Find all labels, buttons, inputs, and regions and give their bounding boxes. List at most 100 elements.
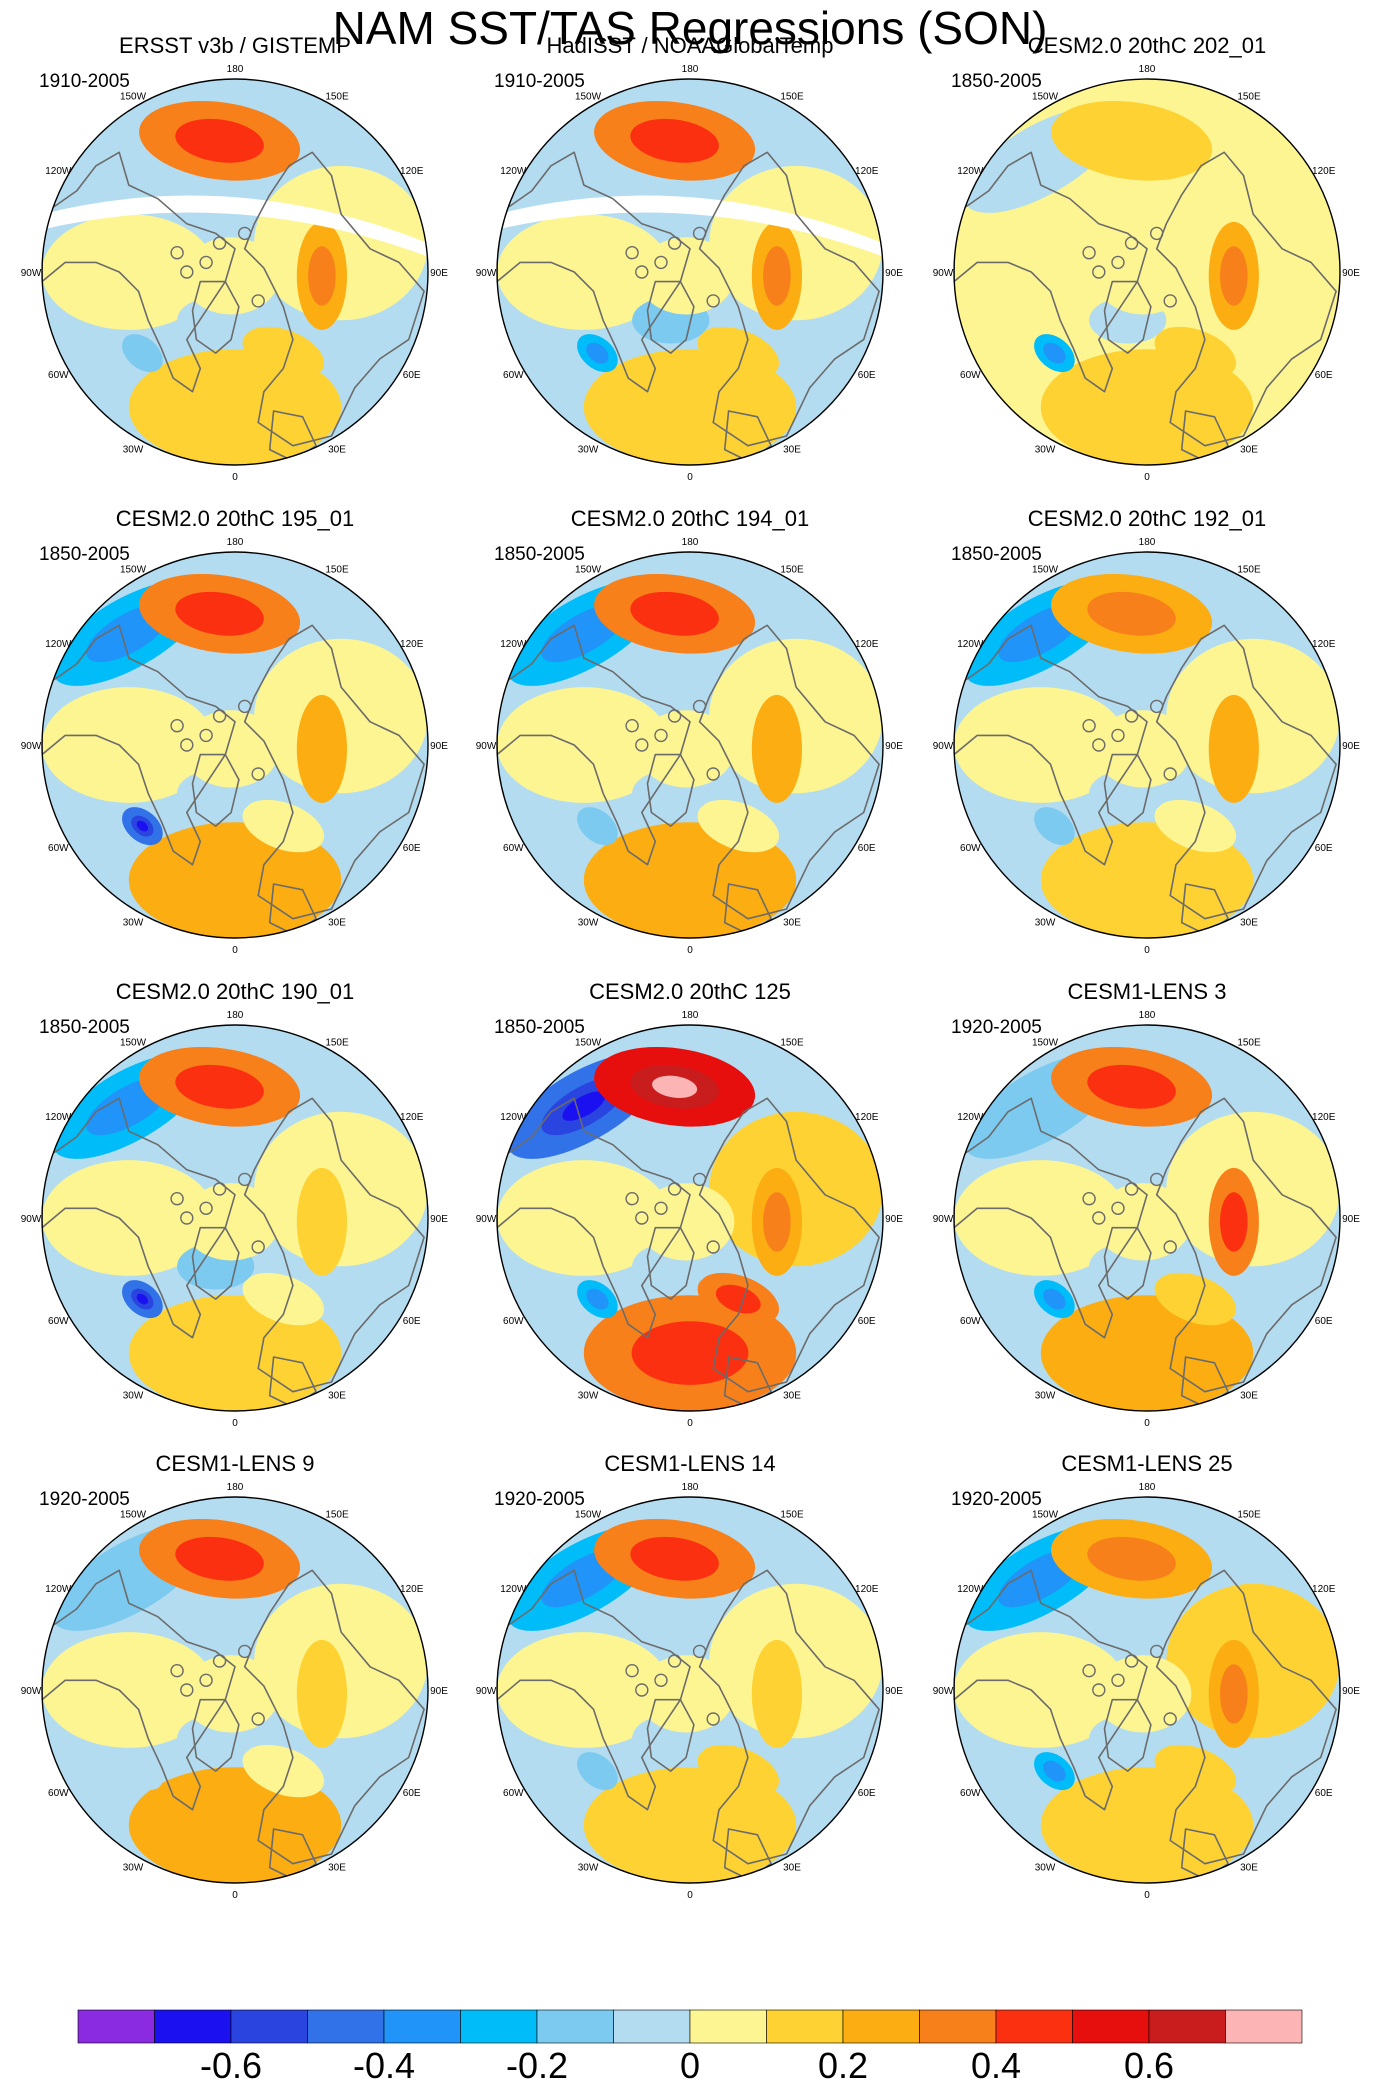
longitude-label: 150E <box>1237 1509 1261 1520</box>
longitude-label: 60E <box>1315 370 1333 381</box>
longitude-label: 30E <box>1240 445 1258 456</box>
longitude-label: 90W <box>933 741 954 752</box>
longitude-label: 60W <box>503 1788 524 1799</box>
island-outline <box>1149 1172 1164 1187</box>
longitude-label: 150W <box>120 564 147 575</box>
island-outline <box>212 1654 227 1668</box>
period-label: 1920-2005 <box>951 1017 1042 1038</box>
island-outline <box>1111 1201 1125 1216</box>
panel-title: CESM2.0 20thC 190_01 <box>116 979 355 1004</box>
longitude-label: 150E <box>780 1509 804 1520</box>
longitude-label: 60W <box>503 370 524 381</box>
longitude-label: 150E <box>325 1509 349 1520</box>
colorbar-swatch <box>77 2009 155 2044</box>
longitude-label: 90E <box>1342 1686 1360 1697</box>
island-outline <box>635 1211 649 1225</box>
island-outline <box>692 1644 707 1659</box>
longitude-label: 120W <box>45 166 72 177</box>
longitude-label: 90W <box>476 268 497 279</box>
anomaly-arc <box>1094 710 1192 788</box>
panel-title: CESM2.0 20thC 202_01 <box>1028 33 1267 58</box>
anomaly-core-lab <box>586 1288 609 1310</box>
longitude-label: 90E <box>1342 268 1360 279</box>
island-outline <box>1111 255 1125 270</box>
longitude-label: 150E <box>1237 91 1261 102</box>
anomaly-eur <box>242 326 325 380</box>
map-panel: 180 150E 120E 90E 60E 30E 0 30W 60W 90W 120W 150W CE… <box>933 979 1361 1429</box>
longitude-label: 120W <box>45 1584 72 1595</box>
longitude-label: 90E <box>430 741 448 752</box>
anomaly-field <box>497 1025 883 1411</box>
anomaly-core-pac <box>1087 591 1176 636</box>
longitude-label: 90E <box>885 741 903 752</box>
longitude-label: 30E <box>328 445 346 456</box>
longitude-label: 180 <box>227 537 244 548</box>
longitude-label: 90W <box>476 741 497 752</box>
coastline <box>42 1569 236 1811</box>
anomaly-core-lab <box>586 342 609 364</box>
map-panel: 180 150E 120E 90E 60E 30E 0 30W 60W 90W 120W 150W CE… <box>476 1451 904 1901</box>
anomaly-peak-npac_blue <box>562 1091 606 1121</box>
island-outline <box>692 699 707 714</box>
anomaly-eur <box>1154 799 1237 853</box>
longitude-label: 60W <box>960 1788 981 1799</box>
coastline <box>497 624 691 866</box>
anomaly-peak-lab <box>136 820 149 832</box>
anomaly-sib <box>751 1639 803 1748</box>
longitude-label: 30E <box>783 445 801 456</box>
coastline <box>698 1097 880 1393</box>
coastline <box>698 624 880 920</box>
period-label: 1850-2005 <box>951 544 1042 565</box>
island-outline <box>180 265 194 279</box>
longitude-label: 60E <box>858 370 876 381</box>
anomaly-pac <box>1051 100 1213 181</box>
anomaly-na <box>954 214 1128 330</box>
anomaly-na <box>954 687 1128 803</box>
island-outline <box>654 255 668 270</box>
coastline <box>1103 1226 1152 1300</box>
anomaly-core-pac <box>175 1536 264 1581</box>
coastline <box>42 624 236 866</box>
longitude-label: 120W <box>957 1584 984 1595</box>
anomaly-field <box>42 79 428 465</box>
anomaly-core-lab <box>1043 342 1066 364</box>
anomaly-sib <box>296 694 347 803</box>
coastline <box>497 1569 691 1811</box>
island-outline <box>625 1663 639 1678</box>
anomaly-na <box>497 687 671 803</box>
anomaly-arc <box>182 237 280 315</box>
longitude-label: 150E <box>325 91 349 102</box>
coastline <box>954 1097 1148 1339</box>
island-outline <box>1111 1673 1125 1688</box>
anomaly-na <box>42 214 216 330</box>
map-border <box>496 1496 884 1884</box>
anomaly-eur <box>1154 326 1237 380</box>
anomaly-core-pac <box>1087 1536 1176 1581</box>
colorbar-swatch <box>995 2009 1073 2044</box>
period-label: 1920-2005 <box>494 1489 585 1510</box>
anomaly-na <box>42 1632 216 1748</box>
island-outline <box>170 719 184 733</box>
anomaly-core-sib <box>1220 1192 1248 1252</box>
island-outline <box>654 728 668 743</box>
island-outline <box>1149 226 1164 241</box>
coastline <box>191 1698 240 1772</box>
longitude-label: 0 <box>1144 472 1150 483</box>
island-outline <box>667 236 682 250</box>
longitude-label: 90E <box>1342 1214 1360 1225</box>
longitude-label: 120W <box>500 639 527 650</box>
longitude-label: 120W <box>957 1112 984 1123</box>
anomaly-arc <box>182 1655 280 1733</box>
anomaly-peak-pac <box>652 1075 698 1098</box>
anomaly-core-sib <box>763 1192 791 1252</box>
anomaly-eur <box>1154 1272 1237 1326</box>
longitude-label: 30E <box>1240 918 1258 929</box>
anomaly-na <box>954 1632 1128 1748</box>
longitude-label: 180 <box>1139 537 1156 548</box>
longitude-label: 90W <box>933 1686 954 1697</box>
coastline <box>42 1097 236 1339</box>
longitude-label: 150E <box>780 564 804 575</box>
longitude-label: 90W <box>476 1686 497 1697</box>
island-outline <box>654 1673 668 1688</box>
panel-title: CESM1-LENS 14 <box>604 1451 775 1476</box>
